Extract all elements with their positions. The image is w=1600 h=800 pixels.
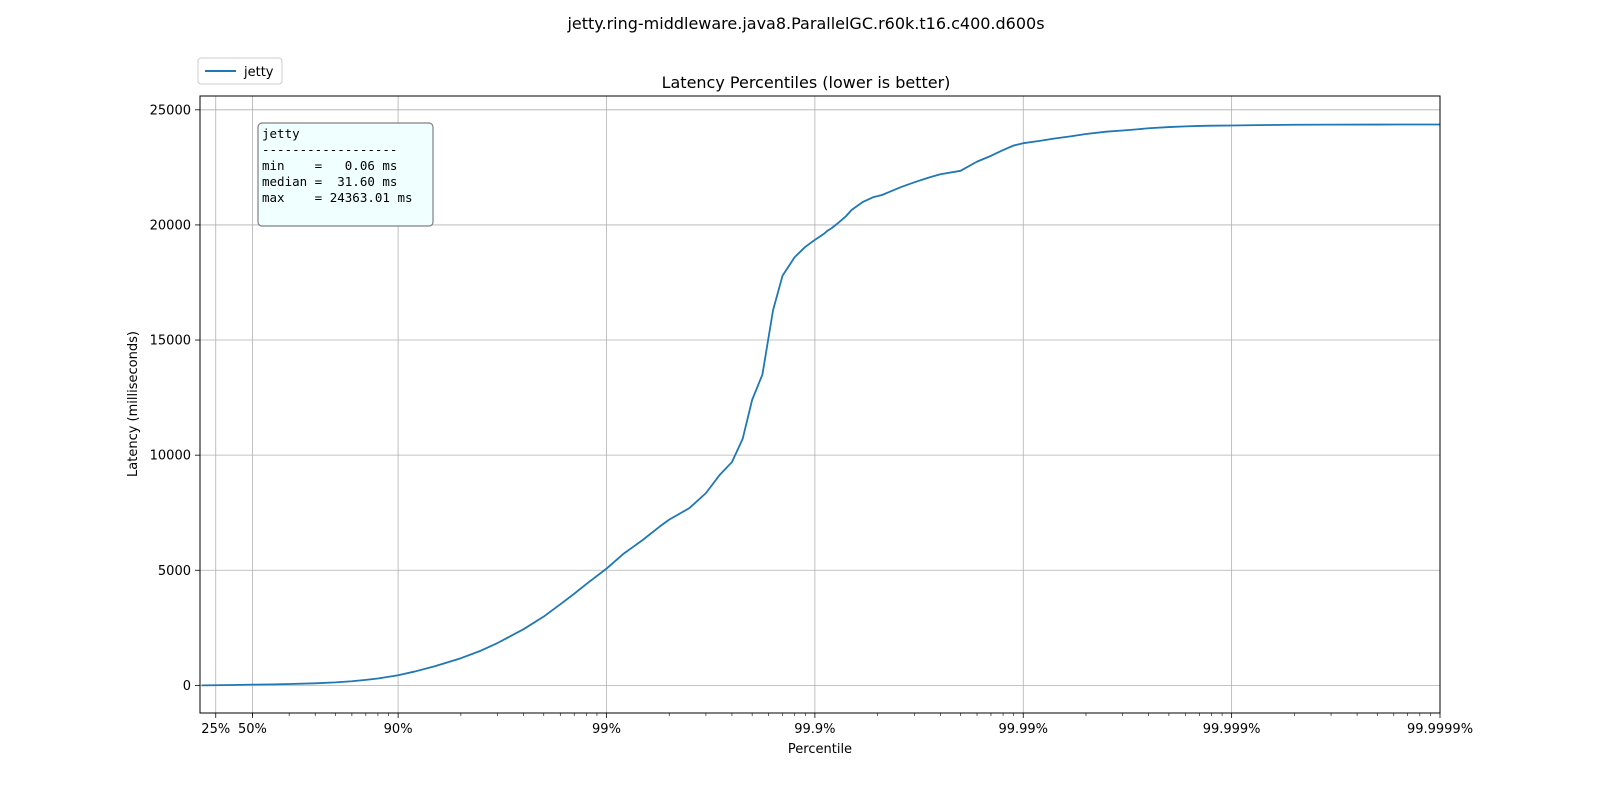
x-tick-label-2: 90% (384, 722, 413, 737)
stats-line-min: min = 0.06 ms (262, 158, 397, 173)
y-tick-labels: 0 5000 10000 15000 20000 25000 (150, 103, 191, 694)
series-line-jetty (201, 123, 1441, 687)
y-tick-label-3: 15000 (150, 334, 191, 349)
x-tick-label-6: 99.999% (1203, 722, 1261, 737)
stats-line-median: median = 31.60 ms (262, 174, 397, 189)
x-tick-labels: 25% 50% 90% 99% 99.9% 99.99% 99.999% 99.9999% (201, 722, 1473, 737)
x-axis-label: Percentile (788, 742, 852, 757)
x-tick-label-1: 50% (238, 722, 267, 737)
y-tick-label-0: 0 (183, 679, 191, 694)
y-tick-label-2: 10000 (150, 449, 191, 464)
chart-subtitle: Latency Percentiles (lower is better) (662, 73, 951, 92)
plot-frame (199, 95, 1441, 714)
minor-ticks (195, 109, 1441, 718)
stats-line-divider: ------------------ (262, 142, 397, 157)
stats-line-name: jetty (262, 126, 300, 141)
series-layer (201, 123, 1441, 687)
y-axis-label: Latency (milliseconds) (126, 331, 141, 477)
x-tick-label-4: 99.9% (794, 722, 835, 737)
y-tick-label-4: 20000 (150, 218, 191, 233)
stats-line-max: max = 24363.01 ms (262, 190, 413, 205)
legend-frame (197, 57, 283, 85)
legend-label-jetty: jetty (243, 65, 274, 80)
stats-annotation-box: jetty ------------------ min = 0.06 ms m… (257, 122, 434, 227)
legend: jetty (197, 57, 283, 85)
stats-box-frame (257, 122, 434, 227)
y-tick-label-5: 25000 (150, 103, 191, 118)
x-tick-label-3: 99% (592, 722, 621, 737)
x-tick-label-5: 99.99% (998, 722, 1048, 737)
chart-title: jetty.ring-middleware.java8.ParallelGC.r… (566, 14, 1044, 33)
y-tick-label-1: 5000 (158, 564, 191, 579)
x-tick-label-7: 99.9999% (1407, 722, 1473, 737)
x-tick-label-0: 25% (201, 722, 230, 737)
